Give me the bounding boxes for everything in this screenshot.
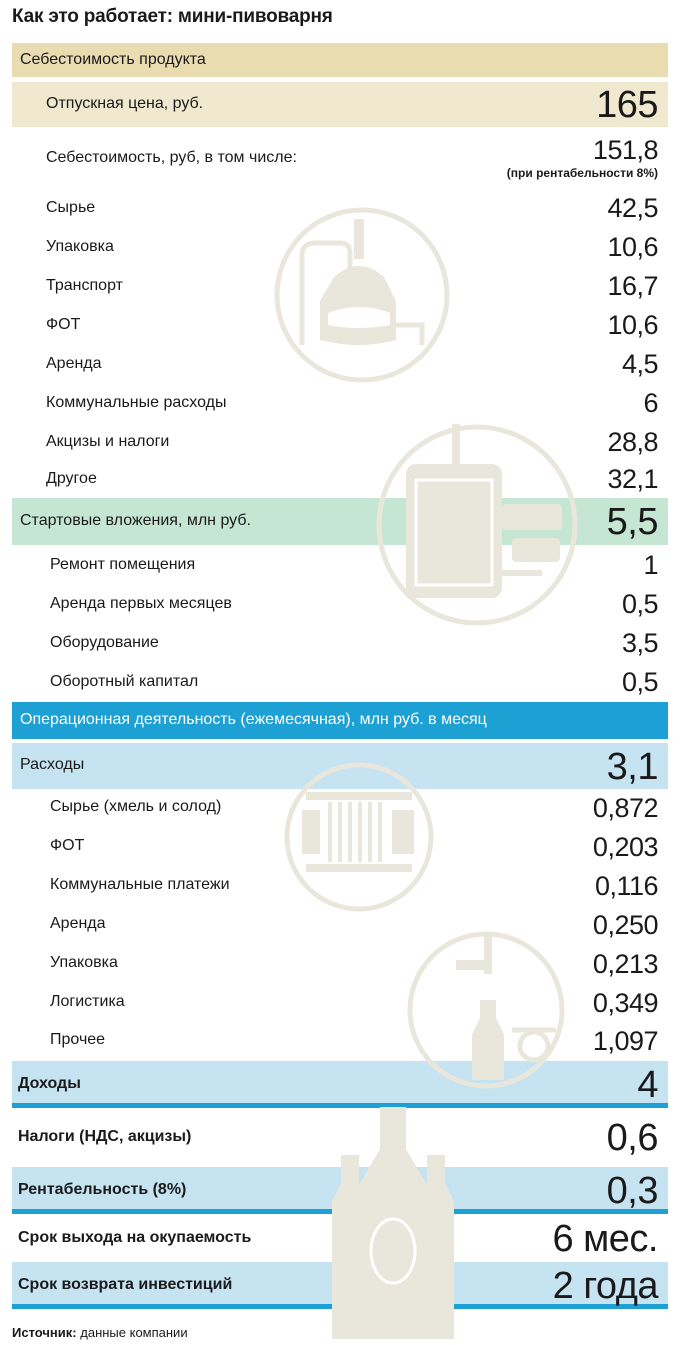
income-value: 4 (637, 1064, 658, 1106)
cost-item-label: Аренда (46, 355, 102, 372)
ops-item-value: 0,250 (592, 910, 659, 940)
ops-item-row: Коммунальные платежи 0,116 (12, 868, 668, 907)
cost-total-row: Себестоимость, руб, в том числе: 151,8 (… (12, 130, 668, 186)
ops-item-row: Логистика 0,349 (12, 985, 668, 1024)
cost-item-value: 28,8 (607, 427, 658, 457)
price-value: 165 (596, 84, 658, 126)
ops-item-label: Аренда (50, 915, 106, 932)
cost-item-label: Упаковка (46, 238, 114, 255)
ops-item-row: Прочее 1,097 (12, 1024, 668, 1061)
cost-item-row: Упаковка 10,6 (12, 229, 668, 268)
cost-header-band (12, 43, 668, 77)
cost-total-label: Себестоимость, руб, в том числе: (46, 149, 297, 166)
startup-item-label: Оборотный капитал (50, 673, 199, 690)
startup-item-row: Аренда первых месяцев 0,5 (12, 587, 668, 626)
profitability-row: Рентабельность (8%) 0,3 (12, 1167, 668, 1214)
ops-item-value: 0,349 (592, 988, 659, 1018)
source-text: данные компании (80, 1325, 188, 1340)
price-row: Отпускная цена, руб. 165 (12, 82, 668, 127)
breakeven-row: Срок выхода на окупаемость 6 мес. (12, 1215, 668, 1261)
startup-item-row: Оборотный капитал 0,5 (12, 665, 668, 701)
price-label: Отпускная цена, руб. (46, 95, 204, 112)
price-band (12, 82, 668, 127)
breakeven-value: 6 мес. (552, 1218, 658, 1260)
ops-item-value: 0,872 (592, 793, 659, 823)
operations-header-row: Операционная деятельность (ежемесячная),… (12, 702, 668, 739)
cost-item-row: Другое 32,1 (12, 463, 668, 497)
cost-item-label: Другое (46, 470, 97, 487)
startup-item-value: 0,5 (621, 589, 659, 619)
ops-item-label: Сырье (хмель и солод) (50, 798, 222, 815)
startup-header-value: 5,5 (606, 501, 659, 543)
ops-item-label: Коммунальные платежи (50, 876, 230, 893)
startup-item-label: Оборудование (50, 634, 159, 651)
expenses-label: Расходы (20, 756, 85, 773)
ops-item-label: Логистика (50, 993, 125, 1010)
operations-header-label: Операционная деятельность (ежемесячная),… (20, 711, 487, 728)
cost-item-row: Транспорт 16,7 (12, 268, 668, 307)
ops-item-value: 0,116 (594, 871, 659, 901)
operations-header-band (12, 702, 668, 739)
cost-item-label: Транспорт (46, 277, 123, 294)
expenses-value: 3,1 (606, 746, 659, 788)
cost-item-row: Аренда 4,5 (12, 346, 668, 385)
startup-item-value: 3,5 (621, 628, 659, 658)
payback-value: 2 года (552, 1265, 659, 1307)
cost-total-note: (при рентабельности 8%) (506, 166, 658, 180)
cost-item-label: Коммунальные расходы (46, 394, 227, 411)
cost-item-value: 32,1 (607, 464, 658, 494)
cost-item-row: Сырье 42,5 (12, 190, 668, 229)
cost-item-value: 10,6 (607, 310, 658, 340)
cost-item-label: Акцизы и налоги (46, 433, 170, 450)
income-row: Доходы 4 (12, 1061, 668, 1108)
cost-header-label: Себестоимость продукта (20, 51, 206, 68)
ops-item-value: 0,213 (592, 949, 659, 979)
cost-item-value: 16,7 (607, 271, 658, 301)
startup-header-label: Стартовые вложения, млн руб. (20, 512, 251, 529)
cost-header-row: Себестоимость продукта (12, 43, 668, 77)
cost-item-label: ФОТ (46, 316, 81, 333)
startup-item-label: Ремонт помещения (50, 556, 196, 573)
payback-label: Срок возврата инвестиций (18, 1276, 233, 1293)
profitability-label: Рентабельность (8%) (18, 1181, 187, 1198)
startup-item-value: 1 (643, 550, 658, 580)
ops-item-label: ФОТ (50, 837, 85, 854)
startup-item-row: Оборудование 3,5 (12, 626, 668, 665)
source-line: Источник: данные компании (12, 1325, 188, 1340)
ops-item-row: Аренда 0,250 (12, 907, 668, 946)
cost-item-row: ФОТ 10,6 (12, 307, 668, 346)
startup-header-row: Стартовые вложения, млн руб. 5,5 (12, 498, 668, 545)
ops-item-label: Упаковка (50, 954, 118, 971)
expenses-row: Расходы 3,1 (12, 743, 668, 789)
cost-total-value: 151,8 (592, 135, 659, 165)
cost-item-value: 4,5 (621, 349, 659, 379)
cost-item-value: 42,5 (607, 193, 658, 223)
taxes-value: 0,6 (606, 1117, 659, 1159)
startup-item-value: 0,5 (621, 667, 659, 697)
ops-item-value: 0,203 (592, 832, 659, 862)
ops-item-row: Сырье (хмель и солод) 0,872 (12, 790, 668, 829)
startup-item-label: Аренда первых месяцев (50, 595, 232, 612)
cost-item-value: 10,6 (607, 232, 658, 262)
startup-item-row: Ремонт помещения 1 (12, 548, 668, 587)
cost-item-value: 6 (643, 388, 658, 418)
ops-item-value: 1,097 (592, 1026, 659, 1056)
cost-item-row: Акцизы и налоги 28,8 (12, 424, 668, 463)
page-title: Как это работает: мини-пивоварня (12, 6, 333, 27)
ops-item-row: ФОТ 0,203 (12, 829, 668, 868)
source-label: Источник: (12, 1325, 77, 1340)
ops-item-label: Прочее (50, 1031, 106, 1048)
breakeven-label: Срок выхода на окупаемость (18, 1229, 252, 1246)
taxes-label: Налоги (НДС, акцизы) (18, 1128, 192, 1145)
payback-row: Срок возврата инвестиций 2 года (12, 1262, 668, 1309)
ops-item-row: Упаковка 0,213 (12, 946, 668, 985)
taxes-row: Налоги (НДС, акцизы) 0,6 (12, 1116, 668, 1162)
cost-item-label: Сырье (46, 199, 96, 216)
income-label: Доходы (18, 1075, 81, 1092)
profitability-value: 0,3 (606, 1170, 659, 1212)
cost-item-row: Коммунальные расходы 6 (12, 385, 668, 424)
